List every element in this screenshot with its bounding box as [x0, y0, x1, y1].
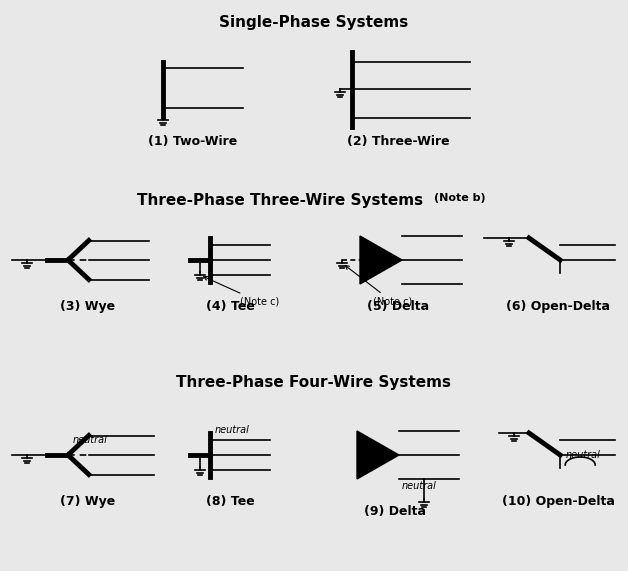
Text: (8) Tee: (8) Tee [205, 495, 254, 508]
Text: Three-Phase Three-Wire Systems: Three-Phase Three-Wire Systems [137, 193, 423, 208]
Text: (7) Wye: (7) Wye [60, 495, 116, 508]
Text: (Note c): (Note c) [203, 276, 279, 307]
Text: neutral: neutral [402, 481, 437, 491]
Text: (Note c): (Note c) [345, 266, 412, 307]
Text: (1) Two-Wire: (1) Two-Wire [148, 135, 237, 148]
Polygon shape [357, 431, 399, 479]
Text: (5) Delta: (5) Delta [367, 300, 429, 313]
Text: (3) Wye: (3) Wye [60, 300, 116, 313]
Text: (Note b): (Note b) [434, 193, 485, 203]
Text: (10) Open-Delta: (10) Open-Delta [502, 495, 614, 508]
Text: Three-Phase Four-Wire Systems: Three-Phase Four-Wire Systems [176, 375, 452, 390]
Text: Single-Phase Systems: Single-Phase Systems [219, 15, 409, 30]
Text: neutral: neutral [73, 435, 108, 445]
Text: (6) Open-Delta: (6) Open-Delta [506, 300, 610, 313]
Text: neutral: neutral [215, 425, 250, 435]
Text: neutral: neutral [565, 450, 600, 460]
Polygon shape [360, 236, 402, 284]
Text: (9) Delta: (9) Delta [364, 505, 426, 518]
Text: (2) Three-Wire: (2) Three-Wire [347, 135, 449, 148]
Text: (4) Tee: (4) Tee [205, 300, 254, 313]
